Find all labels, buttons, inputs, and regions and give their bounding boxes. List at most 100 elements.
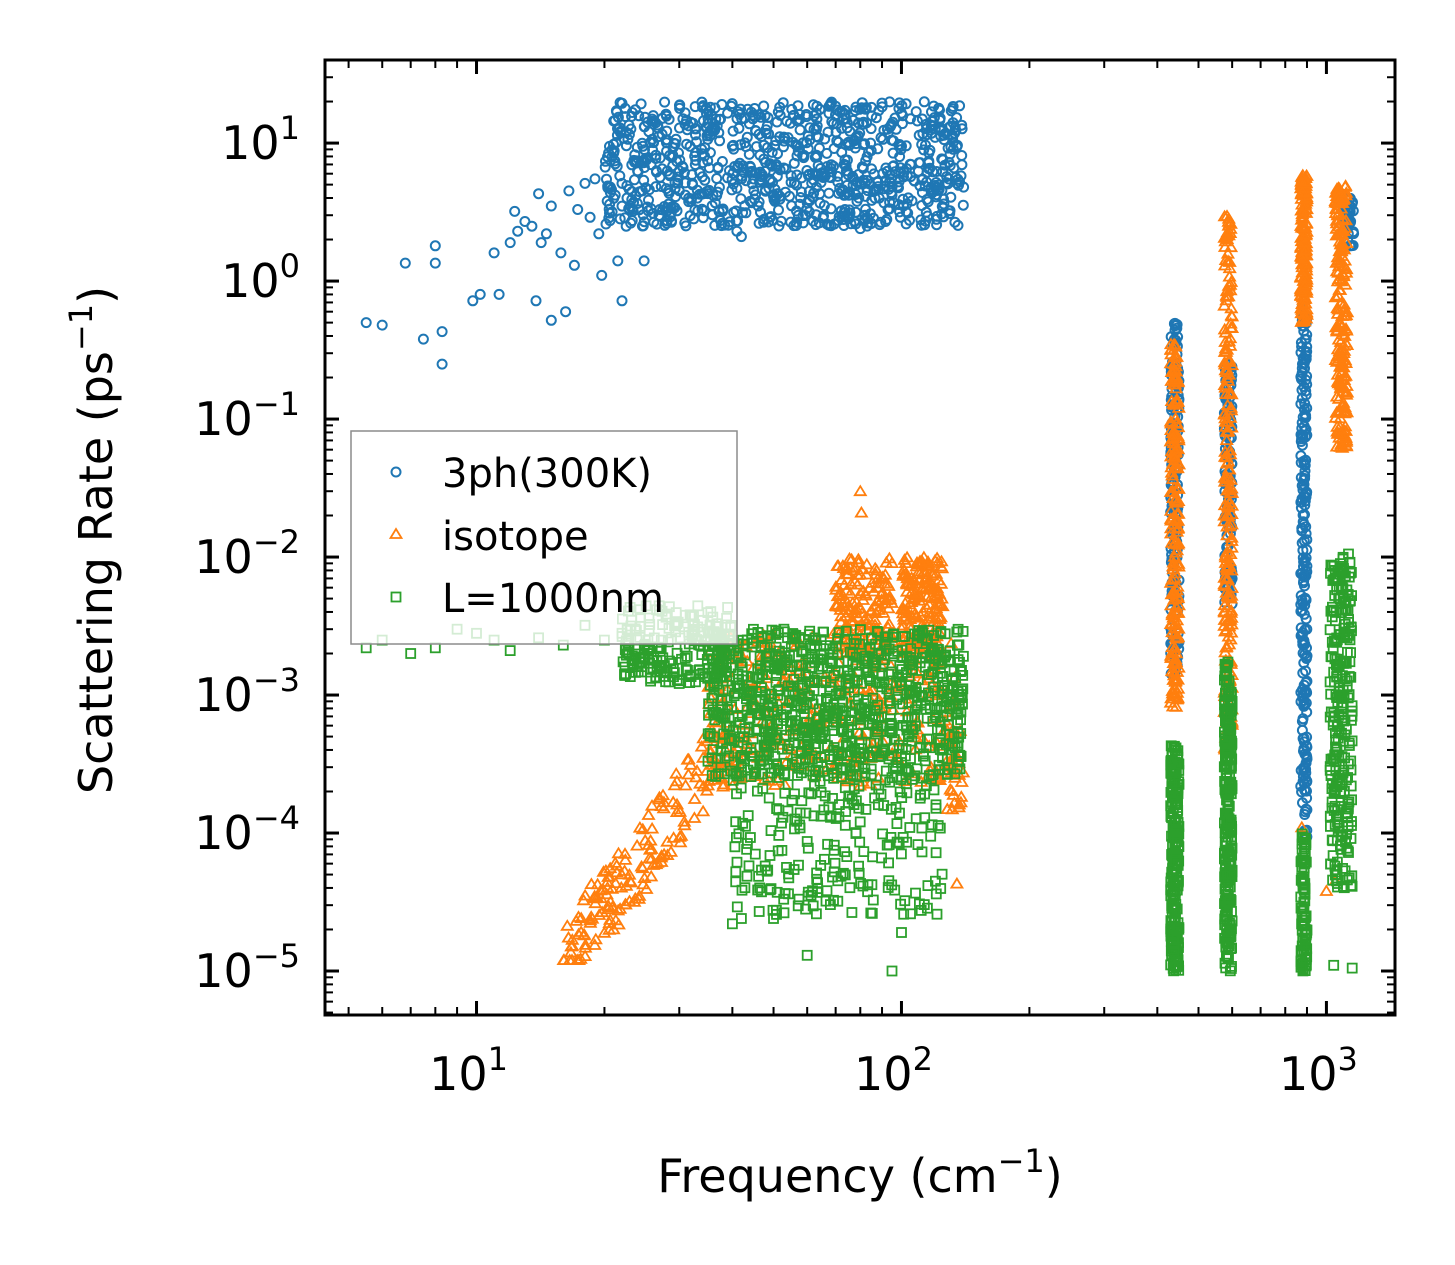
point-l1000nm	[769, 751, 781, 762]
point-l1000nm	[835, 685, 847, 697]
point-isotope	[1167, 372, 1182, 385]
point-3ph300k	[700, 102, 712, 114]
point-l1000nm	[825, 811, 836, 823]
point-3ph300k	[1171, 322, 1183, 334]
point-l1000nm	[825, 657, 836, 668]
point-l1000nm	[843, 714, 855, 726]
point-3ph300k	[647, 144, 659, 156]
point-l1000nm	[789, 631, 800, 642]
point-3ph300k	[772, 148, 783, 160]
point-isotope	[895, 618, 910, 631]
point-l1000nm	[752, 884, 764, 896]
point-l1000nm	[867, 894, 879, 906]
point-l1000nm	[899, 630, 910, 642]
point-isotope	[687, 792, 702, 804]
point-l1000nm	[712, 768, 724, 780]
point-l1000nm	[1166, 778, 1178, 790]
point-l1000nm	[735, 657, 747, 669]
point-3ph300k	[1296, 629, 1308, 641]
point-l1000nm	[796, 795, 808, 807]
point-l1000nm	[834, 799, 845, 810]
point-3ph300k	[1300, 686, 1312, 698]
point-isotope	[1224, 308, 1239, 321]
point-3ph300k	[931, 189, 943, 201]
point-l1000nm	[684, 677, 696, 688]
point-3ph300k	[603, 147, 615, 159]
point-3ph300k	[940, 177, 952, 189]
point-3ph300k	[691, 192, 703, 204]
point-l1000nm	[805, 889, 817, 901]
point-isotope	[1297, 198, 1313, 211]
point-l1000nm	[865, 642, 876, 654]
point-3ph300k	[920, 215, 932, 227]
point-3ph300k	[664, 170, 676, 182]
point-3ph300k	[947, 143, 959, 155]
point-l1000nm	[832, 633, 843, 644]
point-l1000nm	[933, 655, 944, 666]
point-isotope	[597, 926, 612, 938]
point-isotope	[1168, 461, 1183, 474]
point-isotope	[1167, 641, 1183, 653]
point-l1000nm	[914, 657, 926, 669]
point-3ph300k	[773, 204, 784, 216]
point-l1000nm	[623, 648, 635, 660]
point-l1000nm	[931, 908, 943, 920]
point-3ph300k	[736, 173, 748, 185]
point-l1000nm	[753, 906, 765, 917]
point-isotope	[1167, 571, 1182, 584]
point-l1000nm	[731, 901, 743, 913]
point-isotope	[859, 557, 874, 570]
point-3ph300k	[945, 191, 957, 203]
point-isotope	[901, 577, 916, 590]
point-isotope	[574, 911, 589, 924]
point-l1000nm	[865, 769, 877, 781]
point-l1000nm	[844, 670, 855, 682]
point-l1000nm	[767, 701, 779, 713]
point-l1000nm	[787, 633, 798, 645]
point-3ph300k	[735, 103, 747, 115]
point-isotope	[1336, 353, 1351, 366]
point-3ph300k	[1296, 724, 1308, 736]
point-l1000nm	[730, 876, 742, 888]
point-isotope	[1334, 296, 1349, 309]
point-3ph300k	[746, 165, 758, 177]
point-l1000nm	[896, 848, 907, 860]
point-l1000nm	[1219, 658, 1231, 670]
point-3ph300k	[852, 185, 864, 197]
point-l1000nm	[735, 751, 746, 763]
point-l1000nm	[791, 660, 803, 672]
point-isotope	[920, 570, 935, 582]
point-3ph300k	[1297, 667, 1309, 679]
point-isotope	[1223, 400, 1239, 413]
point-l1000nm	[1225, 850, 1236, 862]
point-l1000nm	[754, 664, 766, 676]
point-3ph300k	[596, 269, 608, 281]
point-isotope	[1219, 433, 1234, 446]
point-isotope	[1217, 322, 1232, 335]
point-isotope	[578, 938, 593, 950]
point-l1000nm	[822, 740, 833, 751]
point-l1000nm	[847, 648, 859, 660]
point-3ph300k	[894, 139, 906, 150]
point-l1000nm	[778, 907, 790, 919]
point-3ph300k	[810, 107, 822, 119]
point-3ph300k	[792, 209, 804, 221]
point-isotope	[931, 573, 946, 586]
point-isotope	[841, 567, 856, 579]
point-l1000nm	[930, 799, 942, 811]
point-l1000nm	[1173, 765, 1185, 776]
point-isotope	[927, 553, 943, 566]
point-isotope	[904, 586, 919, 599]
point-3ph300k	[939, 159, 951, 171]
point-3ph300k	[740, 207, 752, 219]
point-3ph300k	[684, 140, 696, 152]
point-isotope	[687, 811, 702, 823]
point-l1000nm	[812, 877, 823, 889]
point-3ph300k	[730, 215, 742, 227]
point-l1000nm	[766, 719, 778, 731]
point-3ph300k	[859, 209, 871, 221]
point-isotope	[1331, 302, 1346, 315]
point-3ph300k	[833, 215, 844, 226]
point-3ph300k	[896, 100, 908, 112]
point-3ph300k	[616, 97, 628, 109]
